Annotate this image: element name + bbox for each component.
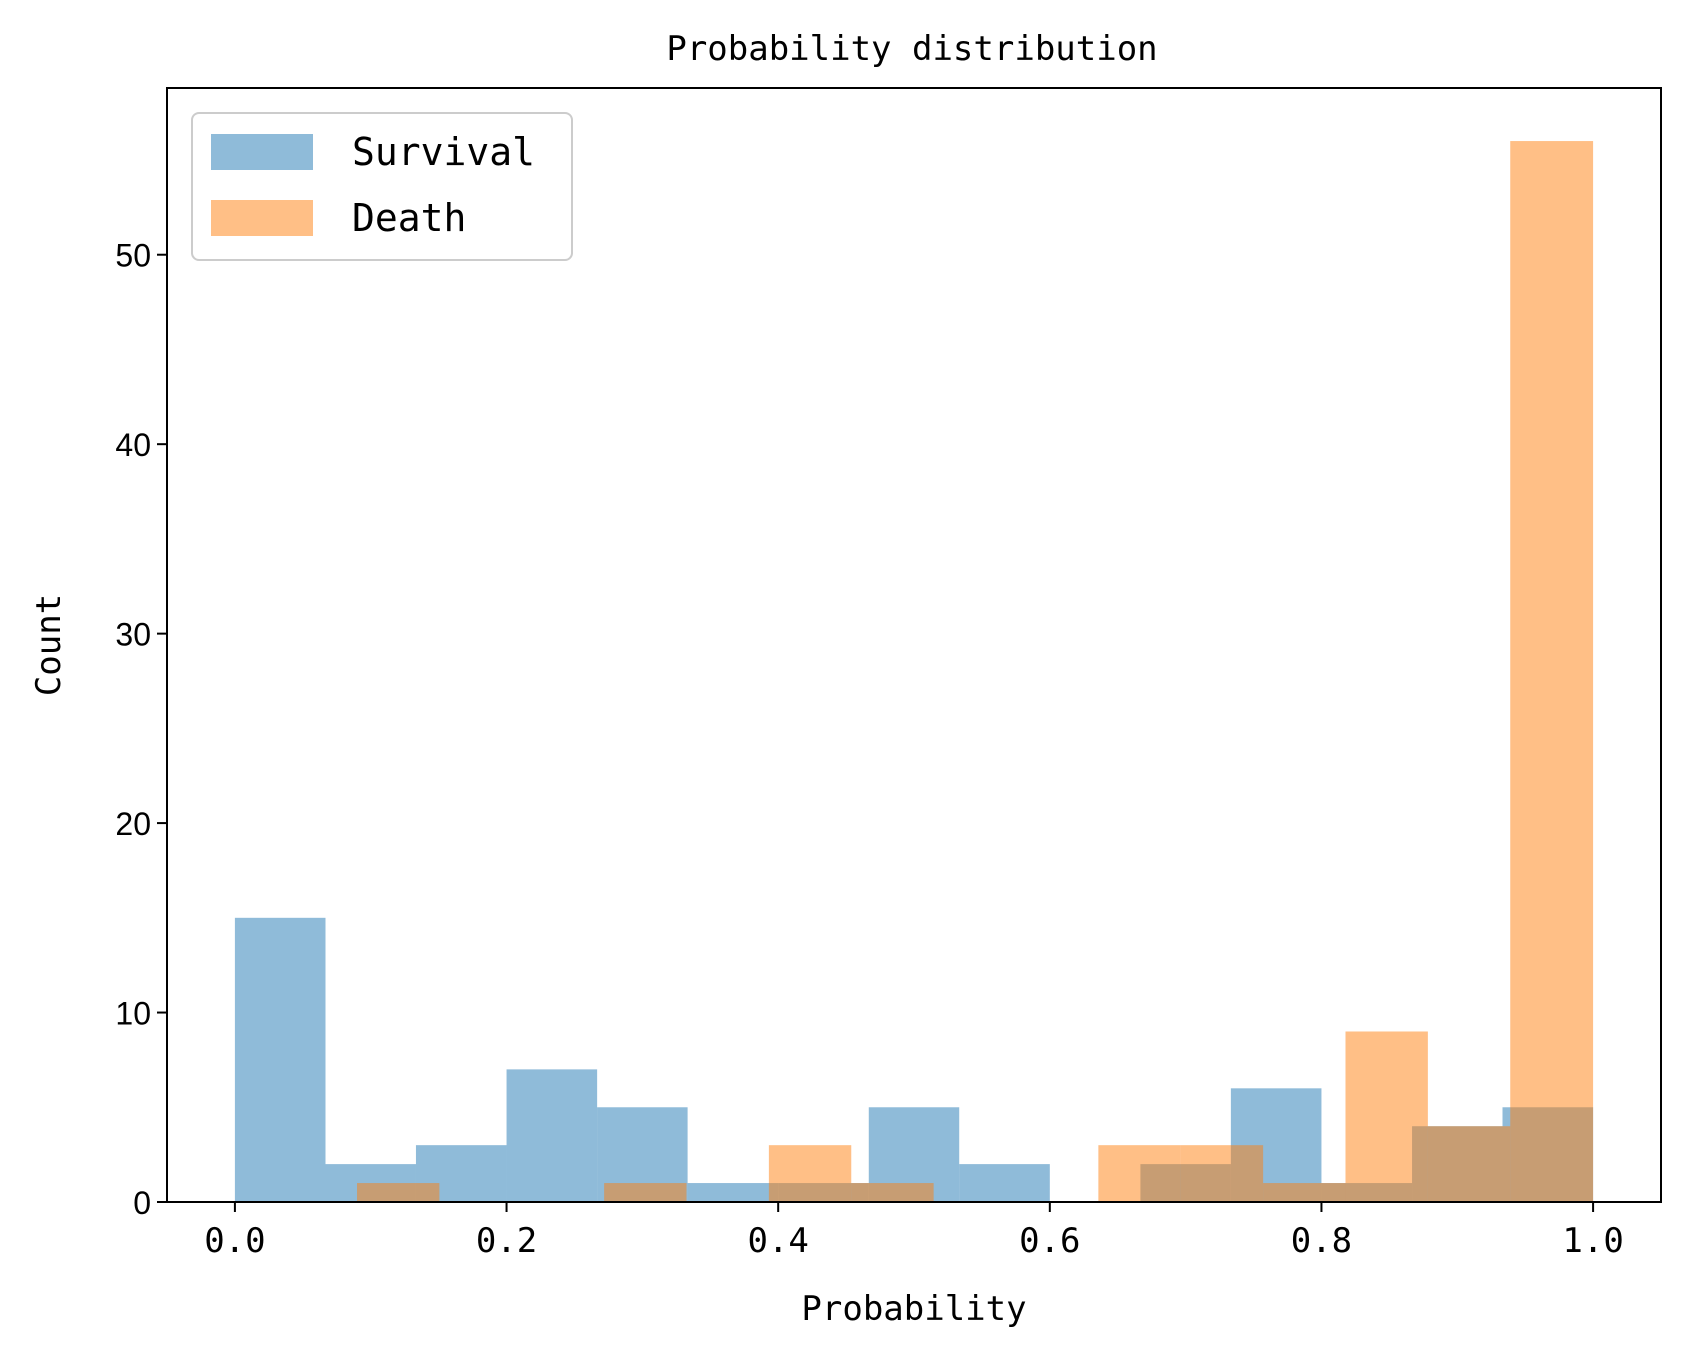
y-tick-label: 10 [115, 996, 151, 1032]
y-tick-label: 50 [115, 238, 151, 274]
x-tick-label: 1.0 [1562, 1221, 1623, 1261]
y-tick-label: 40 [115, 427, 151, 463]
y-tick-label: 20 [115, 806, 151, 842]
bar-survival-8 [959, 1164, 1050, 1202]
bar-death-13 [1427, 1126, 1511, 1202]
x-tick-label: 0.8 [1291, 1221, 1352, 1261]
bar-death-9 [1098, 1145, 1181, 1202]
x-tick-label: 0.0 [204, 1221, 265, 1261]
bar-death-12 [1345, 1031, 1428, 1202]
y-axis-ticks: 0 10 20 30 40 50 [115, 238, 167, 1221]
chart-title: Probability distribution [666, 29, 1157, 69]
plot-area-frame [166, 87, 1662, 1203]
x-axis-ticks: 0.0 0.2 0.4 0.6 0.8 1.0 [204, 1202, 1624, 1261]
bar-death-5 [768, 1145, 852, 1202]
x-tick-label: 0.4 [747, 1221, 808, 1261]
bar-survival-5 [687, 1183, 779, 1202]
bar-death-10 [1180, 1145, 1264, 1202]
bars-group [234, 141, 1594, 1203]
y-axis-label: Count [29, 594, 69, 696]
legend-swatch-survival [211, 134, 313, 170]
bar-death-3 [604, 1183, 687, 1202]
bar-death-6 [851, 1183, 934, 1202]
bar-death-0 [357, 1183, 440, 1202]
x-tick-label: 0.6 [1019, 1221, 1080, 1261]
bar-death-11 [1263, 1183, 1346, 1202]
bar-death-14 [1510, 141, 1594, 1203]
bar-survival-0 [234, 917, 326, 1202]
legend-label-death: Death [352, 196, 466, 240]
legend: Survival Death [191, 112, 573, 261]
bar-survival-3 [506, 1069, 598, 1202]
y-tick-label: 0 [133, 1185, 151, 1221]
x-axis-label: Probability [801, 1289, 1026, 1329]
legend-label-survival: Survival [352, 130, 535, 174]
x-tick-label: 0.2 [476, 1221, 537, 1261]
y-tick-label: 30 [115, 617, 151, 653]
legend-swatch-death [211, 200, 313, 236]
series-death [357, 141, 1594, 1203]
